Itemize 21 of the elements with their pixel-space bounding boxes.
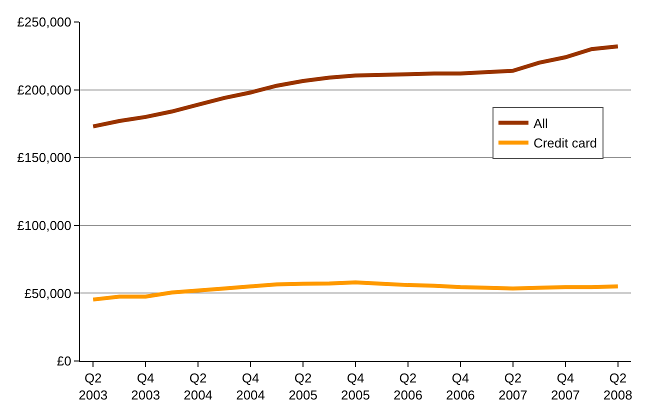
- x-tick-label: Q2 2003: [78, 370, 108, 402]
- x-tick-label: Q4 2006: [446, 370, 475, 402]
- y-tick-label: £100,000: [17, 218, 72, 233]
- y-tick-label: £50,000: [24, 286, 72, 301]
- x-tick-label: Q2 2007: [498, 370, 528, 402]
- x-tick-label: Q4 2004: [236, 370, 266, 402]
- x-tick-label: Q4 2007: [550, 370, 580, 402]
- line-series: [91, 280, 620, 302]
- x-tick-label: Q2 2008: [603, 370, 632, 402]
- x-tick-label: Q2 2004: [184, 370, 213, 402]
- x-tick-label: Q4 2003: [131, 370, 160, 402]
- y-tick-label: £250,000: [17, 14, 72, 30]
- y-tick-label: £150,000: [17, 150, 72, 166]
- x-tick-label: Q2 2006: [394, 370, 422, 402]
- y-tick-label: £0: [56, 354, 72, 369]
- y-tick-label: £200,000: [17, 82, 72, 98]
- x-tick-label: Q2 2005: [288, 370, 318, 402]
- legend-label: All: [533, 116, 548, 131]
- line-series: [91, 44, 620, 128]
- x-tick-label: Q4 2005: [341, 370, 370, 402]
- legend-label: Credit card: [533, 136, 598, 151]
